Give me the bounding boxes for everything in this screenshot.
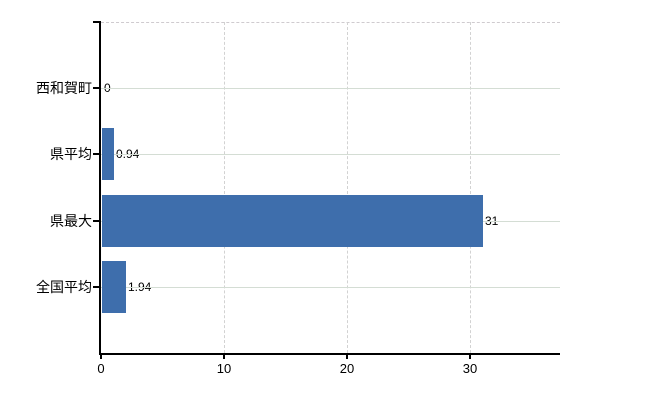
plot-top-border [101, 22, 560, 23]
x-tick [100, 353, 102, 359]
h-gridline [101, 287, 560, 288]
bar [102, 195, 483, 247]
y-tick [93, 220, 101, 222]
x-tick-label: 30 [462, 361, 478, 376]
x-tick-label: 10 [216, 361, 232, 376]
x-tick [469, 353, 471, 359]
h-gridline [101, 88, 560, 89]
x-axis-line [99, 353, 560, 355]
x-tick-label: 20 [339, 361, 355, 376]
y-axis-line [99, 22, 101, 355]
y-tick [93, 286, 101, 288]
y-tick [93, 87, 101, 89]
y-tick [93, 153, 101, 155]
h-gridline [101, 154, 560, 155]
x-tick [223, 353, 225, 359]
x-tick [346, 353, 348, 359]
v-gridline [224, 22, 225, 353]
bar [102, 261, 126, 313]
category-label: 県最大 [50, 213, 92, 229]
bar [102, 128, 114, 180]
y-axis-top-tick [93, 21, 101, 23]
x-tick-label: 0 [97, 361, 105, 376]
category-label: 西和賀町 [36, 80, 92, 96]
v-gridline [470, 22, 471, 353]
category-label: 県平均 [50, 146, 92, 162]
category-label: 全国平均 [36, 279, 92, 295]
v-gridline [347, 22, 348, 353]
